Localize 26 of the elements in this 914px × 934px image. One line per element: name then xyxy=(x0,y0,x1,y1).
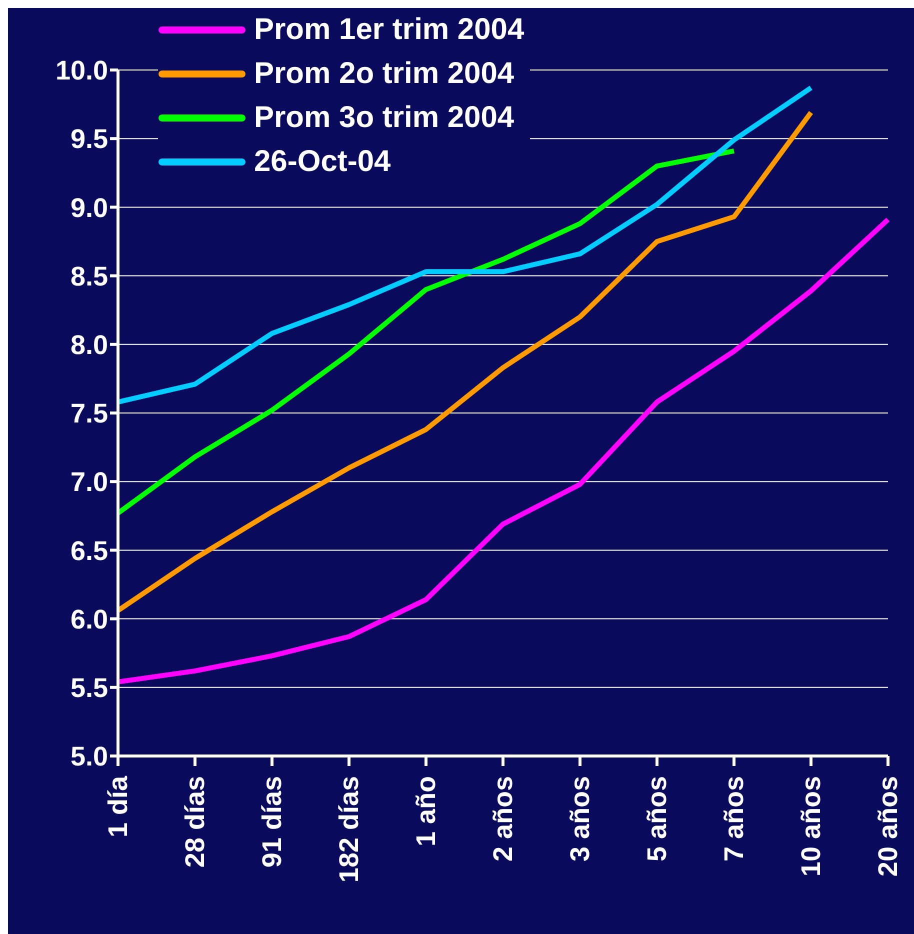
y-tick-label: 5.5 xyxy=(70,672,108,703)
y-tick-label: 6.0 xyxy=(70,604,108,634)
x-tick-label: 7 años xyxy=(719,776,749,862)
legend-label: Prom 2o trim 2004 xyxy=(254,57,514,91)
y-tick-label: 8.5 xyxy=(70,261,108,292)
y-tick-label: 7.0 xyxy=(70,467,108,498)
x-tick-label: 20 años xyxy=(873,776,903,877)
x-tick-label: 5 años xyxy=(642,776,672,862)
y-tick-label: 10.0 xyxy=(55,56,108,86)
x-tick-label: 2 años xyxy=(488,776,518,862)
legend-label: Prom 3o trim 2004 xyxy=(254,101,514,135)
y-tick-label: 6.5 xyxy=(70,536,108,566)
y-tick-label: 9.0 xyxy=(70,192,108,223)
y-tick-label: 8.0 xyxy=(70,330,108,360)
x-tick-label: 10 años xyxy=(796,776,826,877)
legend-label: 26-Oct-04 xyxy=(254,145,391,179)
y-tick-label: 5.0 xyxy=(70,742,108,772)
x-tick-label: 28 días xyxy=(180,776,210,868)
legend-label: Prom 1er trim 2004 xyxy=(254,13,524,47)
x-tick-label: 91 días xyxy=(257,776,287,868)
x-tick-label: 182 días xyxy=(334,776,364,883)
x-tick-label: 3 años xyxy=(565,776,595,862)
y-tick-label: 7.5 xyxy=(70,398,108,429)
y-tick-label: 9.5 xyxy=(70,124,108,154)
x-tick-label: 1 año xyxy=(411,776,441,847)
x-tick-label: 1 día xyxy=(103,775,133,838)
